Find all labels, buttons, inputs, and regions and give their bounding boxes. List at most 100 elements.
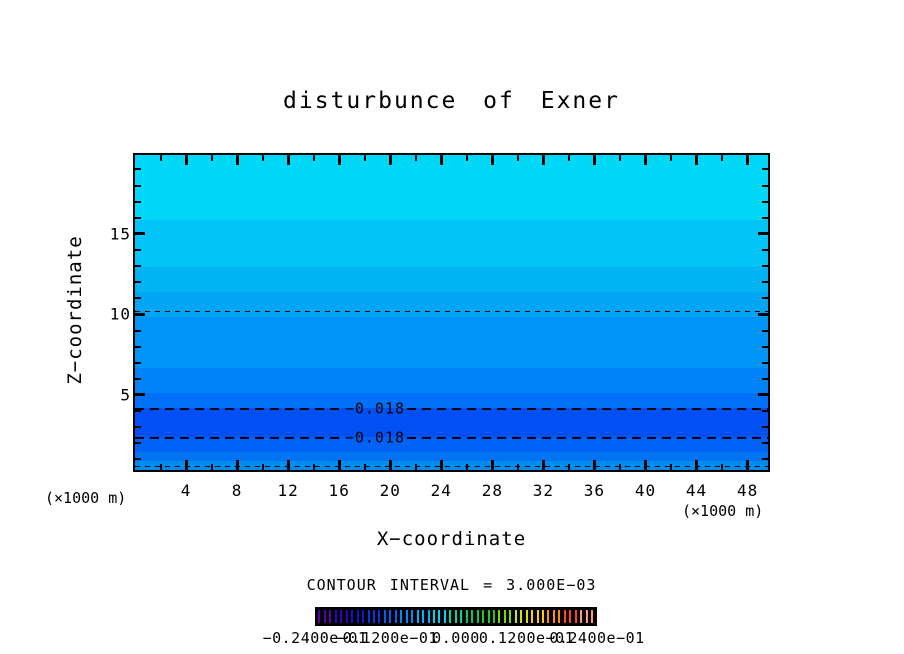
y-axis-tick — [135, 281, 141, 284]
x-axis-tick — [516, 155, 519, 161]
colorbar-stripe — [323, 610, 326, 623]
x-axis-tick — [541, 460, 545, 470]
y-axis-tick — [758, 393, 768, 397]
x-tick-label: 24 — [430, 481, 452, 500]
y-axis-tick — [135, 184, 141, 187]
contour-fill-band — [135, 155, 768, 220]
x-axis-label: X−coordinate — [376, 528, 527, 550]
x-axis-tick — [746, 155, 750, 165]
x-axis-tick — [490, 155, 494, 165]
x-axis-tick — [312, 155, 315, 161]
contour-line — [406, 407, 768, 410]
x-axis-tick — [363, 464, 366, 470]
x-tick-label: 44 — [685, 481, 708, 500]
x-axis-tick — [159, 464, 162, 470]
contour-fill-band — [135, 266, 768, 292]
contour-fill-band — [135, 407, 768, 437]
x-tick-label: 12 — [277, 481, 299, 500]
y-axis-tick — [135, 249, 141, 251]
y-axis-tick — [762, 184, 768, 187]
x-axis-tick — [388, 155, 392, 165]
x-axis-tick — [643, 155, 647, 165]
colorbar-stripe — [389, 610, 392, 623]
colorbar-stripe — [443, 610, 446, 623]
x-axis-tick — [592, 155, 596, 165]
x-axis-tick — [465, 464, 468, 470]
contour-line-label: −0.018 — [344, 428, 406, 447]
x-axis-tick — [618, 464, 621, 470]
y-axis-tick — [135, 168, 141, 171]
colorbar-stripe — [345, 610, 348, 623]
contour-line — [135, 407, 344, 410]
x-tick-label: 16 — [328, 481, 350, 500]
colorbar-stripe — [405, 610, 408, 623]
y-axis-tick — [135, 216, 141, 219]
colorbar-stripe — [514, 610, 517, 623]
contour-fill-band — [135, 452, 768, 461]
y-tick-label: 15 — [109, 224, 131, 244]
y-axis-tick — [135, 393, 145, 397]
colorbar-stripe — [471, 610, 474, 623]
x-axis-tick — [388, 460, 392, 470]
x-axis-tick — [235, 155, 239, 165]
y-tick-label: 10 — [109, 304, 131, 324]
colorbar-stripe — [432, 610, 435, 623]
x-tick-label: 36 — [583, 481, 606, 500]
x-axis-tick — [235, 460, 239, 470]
x-axis-tick — [465, 155, 468, 161]
y-axis-label: Z−coordinate — [64, 235, 86, 385]
x-axis-tick — [337, 155, 341, 165]
x-axis-tick — [414, 155, 417, 161]
y-axis-tick — [762, 281, 768, 284]
y-axis-tick — [135, 442, 141, 445]
colorbar-tick-label: −0.1200e−01 — [333, 629, 438, 647]
colorbar-stripe — [356, 610, 359, 623]
colorbar-stripe — [574, 610, 577, 623]
colorbar — [315, 607, 597, 626]
colorbar-stripe — [558, 610, 561, 623]
y-axis-tick — [135, 458, 141, 461]
colorbar-stripe — [525, 610, 528, 623]
x-axis-tick — [261, 464, 264, 470]
y-axis-tick — [758, 312, 768, 316]
y-axis-tick — [762, 249, 768, 251]
x-axis-tick — [670, 155, 672, 161]
x-axis-tick — [618, 155, 621, 161]
colorbar-stripe — [476, 610, 479, 623]
x-axis-tick — [210, 464, 213, 470]
y-axis-tick — [135, 361, 141, 364]
colorbar-stripe — [454, 610, 457, 623]
colorbar-stripe — [438, 610, 441, 623]
x-axis-tick — [261, 155, 264, 161]
y-tick-label: 5 — [120, 385, 131, 405]
colorbar-stripe — [340, 610, 343, 623]
x-axis-tick — [695, 460, 699, 470]
colorbar-stripe — [552, 610, 555, 623]
contour-line — [135, 311, 768, 313]
x-axis-tick — [286, 155, 290, 165]
plot-area: −0.018 −0.018 — [133, 153, 770, 472]
colorbar-stripe — [591, 610, 594, 623]
x-axis-tick — [363, 155, 366, 161]
y-axis-tick — [762, 329, 768, 332]
colorbar-stripe — [334, 610, 337, 623]
x-tick-label: 40 — [634, 481, 657, 500]
colorbar-stripe — [465, 610, 468, 623]
x-axis-tick — [670, 464, 672, 470]
colorbar-stripe — [422, 610, 425, 623]
x-tick-label: 4 — [180, 481, 192, 500]
x-axis-tick — [721, 155, 724, 161]
contour-fill-band — [135, 219, 768, 267]
y-axis-tick — [135, 297, 141, 300]
colorbar-stripe — [378, 610, 381, 623]
x-tick-label: 8 — [231, 481, 243, 500]
colorbar-stripe — [542, 610, 545, 623]
colorbar-stripe — [411, 610, 414, 623]
contour-interval-caption: CONTOUR INTERVAL = 3.000E−03 — [306, 576, 597, 594]
y-axis-tick — [135, 345, 141, 348]
x-axis-tick — [439, 460, 443, 470]
x-axis-tick — [746, 460, 750, 470]
y-axis-tick — [135, 265, 141, 268]
colorbar-tick-label: 0.2400e−01 — [549, 629, 645, 647]
y-axis-tick — [762, 265, 768, 268]
